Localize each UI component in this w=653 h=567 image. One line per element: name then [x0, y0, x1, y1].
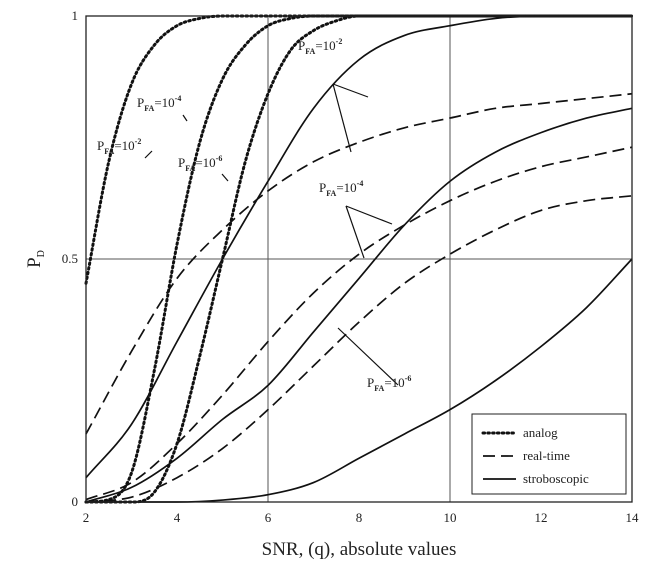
pfa-annotation-label: PFA=10-2 [298, 37, 342, 56]
series-real-time-pfa-1e-4 [85, 146, 633, 501]
series-real-time-pfa-1e-6 [85, 194, 633, 503]
legend-label: analog [523, 425, 558, 440]
pfa-annotation-label: PFA=10-4 [319, 179, 363, 198]
y-axis-label-main: P [24, 257, 45, 268]
x-tick-label: 10 [444, 510, 457, 525]
x-tick-labels: 2 4 6 8 10 12 14 [83, 510, 639, 525]
y-tick-label: 0.5 [62, 251, 78, 266]
legend-label: stroboscopic [523, 471, 589, 486]
y-axis-label-sub: D [36, 250, 47, 257]
legend-label: real-time [523, 448, 570, 463]
y-tick-label: 1 [72, 8, 79, 23]
series-stroboscopic-pfa-1e-2 [85, 15, 632, 479]
x-tick-label: 2 [83, 510, 90, 525]
y-axis-label: PD [24, 250, 47, 268]
series-stroboscopic-pfa-1e-4 [85, 107, 633, 503]
annotation-leader-line [332, 83, 352, 153]
annotation-leader-line [337, 327, 399, 386]
series-stroboscopic-pfa-1e-6 [86, 258, 633, 503]
y-tick-labels: 00.51 [62, 8, 78, 509]
svg-text:PD: PD [24, 250, 47, 268]
plot-frame [85, 15, 633, 503]
pfa-annotation-label: PFA=10-2 [97, 137, 141, 156]
pfa-annotation-label: PFA=10-4 [137, 94, 181, 113]
x-axis-label: SNR, (q), absolute values [262, 539, 457, 560]
annotation-leader-line [182, 114, 188, 122]
x-tick-label: 14 [626, 510, 640, 525]
legend: analog real-time stroboscopic [471, 413, 627, 495]
pfa-annotation-label: PFA=10-6 [367, 374, 411, 393]
legend-box [471, 413, 627, 495]
annotation-layer: PFA=10-2 PFA=10-4 PFA=10-6 PFA=10-2 PFA=10-4… [97, 37, 411, 393]
annotation-leader-line [144, 150, 153, 159]
annotation-leader-line [221, 173, 229, 182]
pfa-annotation-label: PFA=10-6 [178, 154, 222, 173]
annotation-leader-line [345, 205, 393, 225]
annotation-leader-line [332, 83, 369, 98]
x-tick-label: 4 [174, 510, 181, 525]
x-tick-label: 8 [356, 510, 363, 525]
x-tick-label: 6 [265, 510, 272, 525]
annotation-leader-line [345, 205, 365, 259]
y-tick-label: 0 [72, 494, 79, 509]
x-tick-label: 12 [535, 510, 548, 525]
series-real-time-pfa-1e-2 [85, 92, 633, 435]
